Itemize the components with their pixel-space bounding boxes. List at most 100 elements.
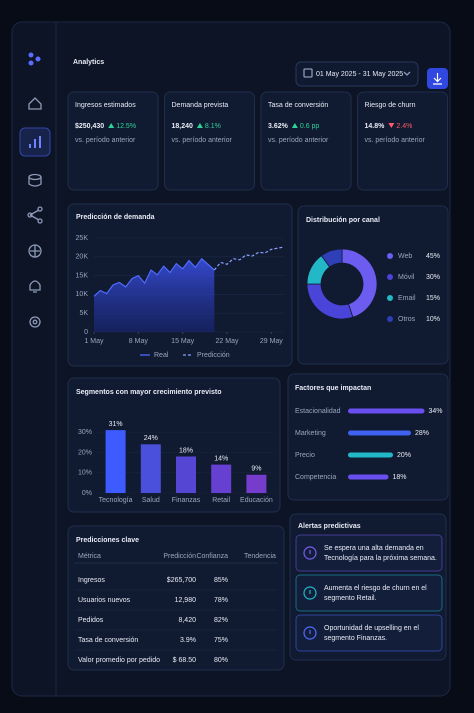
line xyxy=(93,257,215,297)
table-cell: 3.9% xyxy=(180,637,196,644)
x-tick-label: Retail xyxy=(212,497,230,504)
card xyxy=(67,91,159,191)
value-label: 24% xyxy=(144,435,158,442)
share-node xyxy=(37,218,43,224)
x-tick-label: 8 May xyxy=(129,338,149,345)
table-cell: 8,420 xyxy=(178,617,196,624)
kpi-change: 2.4% xyxy=(396,123,412,130)
table-cell: 12,980 xyxy=(175,597,197,604)
chevron xyxy=(403,71,411,76)
kpi-caption: vs. período anterior xyxy=(75,137,136,144)
legend-value: 10% xyxy=(426,316,440,323)
kpi-caption: vs. período anterior xyxy=(365,137,426,144)
x-tick-label: 29 May xyxy=(260,338,283,345)
bell-icon[interactable] xyxy=(29,280,41,293)
hbar xyxy=(348,452,393,458)
y-tick-label: 30% xyxy=(78,429,92,436)
page-title: Analytics xyxy=(73,59,104,66)
hbar xyxy=(348,408,425,414)
date-picker[interactable] xyxy=(295,61,419,87)
analytics-icon xyxy=(29,136,41,148)
value-label: 34% xyxy=(429,408,443,415)
alert-box[interactable] xyxy=(295,534,443,572)
legend-label: Predicción xyxy=(197,352,230,359)
chart-title: Segmentos con mayor crecimiento previsto xyxy=(76,389,222,396)
value-label: 18% xyxy=(179,447,193,454)
alert-box[interactable] xyxy=(295,574,443,612)
kpi-label: Demanda prevista xyxy=(172,102,229,109)
alert-icon xyxy=(303,626,317,640)
legend-value: 15% xyxy=(426,295,440,302)
logo-dot xyxy=(28,52,34,58)
legend-label: Web xyxy=(398,253,412,260)
y-tick-label: 0 xyxy=(84,329,88,336)
legend-value: 30% xyxy=(426,274,440,281)
alert-text: Tecnología para la próxima semana. xyxy=(324,555,437,562)
alert-text: segmento Retail. xyxy=(324,595,377,602)
legend-label: Email xyxy=(398,295,416,302)
table-cell: 78% xyxy=(214,597,228,604)
value-label: 31% xyxy=(109,421,123,428)
kpi-value: 18,240 xyxy=(172,123,194,130)
value-label: 14% xyxy=(214,455,228,462)
alert-text: Aumenta el riesgo de churn en el xyxy=(324,585,427,592)
change-arrow xyxy=(108,123,115,128)
kpi-value: 14.8% xyxy=(365,123,386,130)
kpi-caption: vs. período anterior xyxy=(172,137,233,144)
kpi-change: 12.5% xyxy=(116,123,136,130)
settings-icon[interactable] xyxy=(29,316,41,328)
legend-dot xyxy=(387,253,393,259)
table-cell: Ingresos xyxy=(78,577,105,584)
legend-label: Real xyxy=(154,352,169,359)
x-tick-label: 1 May xyxy=(84,338,104,345)
kpi-caption: vs. período anterior xyxy=(268,137,329,144)
bar-label: Marketing xyxy=(295,430,326,437)
legend-value: 45% xyxy=(426,253,440,260)
bar xyxy=(140,444,161,493)
database-icon-body xyxy=(28,177,42,187)
chart-title: Predicción de demanda xyxy=(76,214,155,221)
table-cell: Valor promedio por pedido xyxy=(78,657,160,664)
card xyxy=(260,91,352,191)
chart-title: Factores que impactan xyxy=(295,385,371,392)
table-cell: $265,700 xyxy=(167,577,196,584)
x-tick-label: Finanzas xyxy=(172,497,201,504)
logo-dot xyxy=(35,56,41,62)
value-label: 20% xyxy=(397,452,411,459)
settings-icon-core xyxy=(32,319,38,325)
calendar-icon xyxy=(303,68,313,78)
x-tick-label: Educación xyxy=(240,497,273,504)
share-node xyxy=(37,206,43,212)
y-tick-label: 10% xyxy=(78,470,92,477)
area xyxy=(94,258,215,332)
column-header: Tendencia xyxy=(244,553,276,560)
card xyxy=(287,373,449,501)
change-arrow xyxy=(388,123,395,128)
alert-text: Se espera una alta demanda en xyxy=(324,545,424,552)
bar xyxy=(246,474,267,493)
chart-title: Distribución por canal xyxy=(306,217,380,224)
change-arrow xyxy=(291,123,298,128)
bar-label: Competencia xyxy=(295,474,336,481)
card xyxy=(164,91,255,191)
bar-label: Precio xyxy=(295,452,315,459)
table-title: Predicciones clave xyxy=(76,537,139,544)
hbar xyxy=(348,430,411,436)
legend-dot xyxy=(387,274,393,280)
table-cell: 75% xyxy=(214,637,228,644)
date-range: 01 May 2025 - 31 May 2025 xyxy=(316,71,403,78)
column-header: Métrica xyxy=(78,553,101,560)
value-label: 18% xyxy=(393,474,407,481)
alert-box[interactable] xyxy=(295,614,443,652)
share-node xyxy=(27,212,33,218)
table-cell: 82% xyxy=(214,617,228,624)
card xyxy=(67,525,285,671)
download-icon xyxy=(433,73,442,85)
home-icon[interactable] xyxy=(28,97,42,110)
legend-dot xyxy=(387,316,393,322)
alert-icon xyxy=(303,586,317,600)
bar xyxy=(176,456,196,493)
table-cell: $ 68.50 xyxy=(173,657,196,664)
legend-dot xyxy=(387,295,393,301)
